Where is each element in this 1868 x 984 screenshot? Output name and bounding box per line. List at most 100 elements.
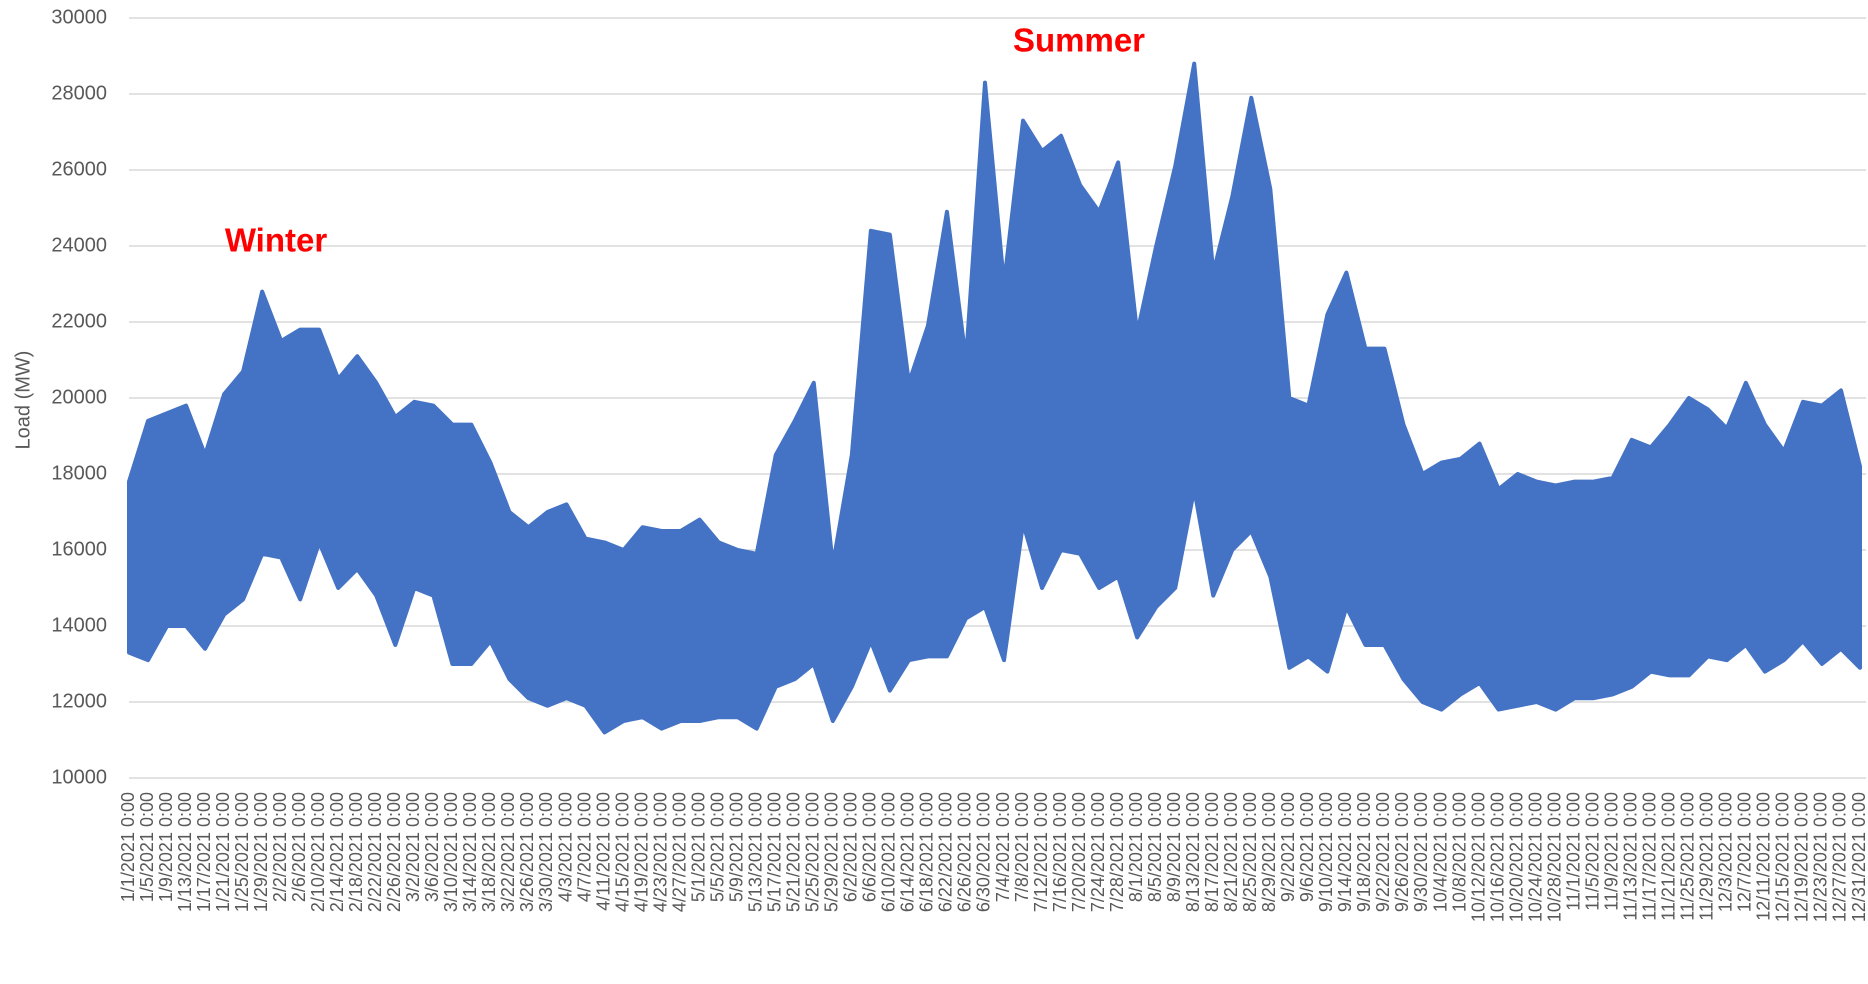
x-tick-label: 1/25/2021 0:00 (232, 792, 252, 912)
x-tick-label: 7/24/2021 0:00 (1088, 792, 1108, 912)
y-tick-label: 14000 (51, 614, 107, 636)
x-tick-label: 6/6/2021 0:00 (860, 792, 880, 902)
x-tick-label: 9/26/2021 0:00 (1392, 792, 1412, 912)
x-tick-label: 1/17/2021 0:00 (194, 792, 214, 912)
x-tick-label: 3/2/2021 0:00 (403, 792, 423, 902)
x-tick-label: 7/8/2021 0:00 (1012, 792, 1032, 902)
x-tick-label: 6/10/2021 0:00 (879, 792, 899, 912)
y-tick-label: 18000 (51, 462, 107, 484)
x-tick-label: 6/18/2021 0:00 (917, 792, 937, 912)
x-tick-label: 2/18/2021 0:00 (346, 792, 366, 912)
x-tick-label: 3/6/2021 0:00 (422, 792, 442, 902)
x-tick-label: 11/5/2021 0:00 (1582, 792, 1602, 911)
x-tick-label: 11/13/2021 0:00 (1620, 792, 1640, 921)
x-tick-label: 5/1/2021 0:00 (688, 792, 708, 902)
x-tick-label: 4/27/2021 0:00 (669, 792, 689, 912)
x-tick-label: 12/31/2021 0:00 (1849, 792, 1868, 922)
x-tick-label: 11/29/2021 0:00 (1697, 792, 1717, 921)
x-tick-label: 6/2/2021 0:00 (841, 792, 861, 902)
x-tick-label: 2/22/2021 0:00 (365, 792, 385, 912)
x-tick-label: 8/21/2021 0:00 (1221, 792, 1241, 912)
x-tick-label: 2/2/2021 0:00 (270, 792, 290, 902)
x-tick-label: 11/25/2021 0:00 (1678, 792, 1698, 921)
x-tick-label: 2/6/2021 0:00 (289, 792, 309, 902)
x-tick-label: 10/12/2021 0:00 (1468, 792, 1488, 922)
x-tick-label: 9/22/2021 0:00 (1373, 792, 1393, 912)
x-tick-label: 9/18/2021 0:00 (1354, 792, 1374, 912)
x-tick-label: 1/13/2021 0:00 (175, 792, 195, 912)
y-tick-label: 26000 (51, 158, 107, 180)
x-tick-label: 1/9/2021 0:00 (156, 792, 176, 902)
x-tick-label: 12/23/2021 0:00 (1811, 792, 1831, 922)
x-tick-label: 5/29/2021 0:00 (822, 792, 842, 912)
x-tick-label: 5/21/2021 0:00 (784, 792, 804, 912)
y-tick-label: 10000 (51, 766, 107, 788)
x-tick-label: 1/5/2021 0:00 (137, 792, 157, 902)
x-tick-label: 10/24/2021 0:00 (1525, 792, 1545, 922)
x-tick-label: 12/15/2021 0:00 (1773, 792, 1793, 922)
y-tick-label: 12000 (51, 690, 107, 712)
annotation: Summer (1013, 22, 1145, 59)
y-tick-label: 24000 (51, 234, 107, 256)
x-tick-label: 3/14/2021 0:00 (460, 792, 480, 912)
y-tick-label: 22000 (51, 310, 107, 332)
x-tick-label: 4/15/2021 0:00 (612, 792, 632, 912)
x-tick-label: 5/9/2021 0:00 (726, 792, 746, 902)
x-tick-label: 2/10/2021 0:00 (308, 792, 328, 912)
x-tick-label: 12/11/2021 0:00 (1754, 792, 1774, 921)
x-tick-label: 12/3/2021 0:00 (1716, 792, 1736, 912)
y-tick-label: 28000 (51, 82, 107, 104)
annotation: Winter (225, 222, 328, 259)
x-tick-label: 6/14/2021 0:00 (898, 792, 918, 912)
x-tick-label: 6/30/2021 0:00 (974, 792, 994, 912)
x-tick-label: 5/5/2021 0:00 (707, 792, 727, 902)
x-tick-label: 6/26/2021 0:00 (955, 792, 975, 912)
x-tick-label: 9/2/2021 0:00 (1278, 792, 1298, 902)
y-tick-label: 16000 (51, 538, 107, 560)
x-tick-label: 4/7/2021 0:00 (574, 792, 594, 902)
x-tick-label: 3/30/2021 0:00 (536, 792, 556, 912)
x-tick-label: 7/28/2021 0:00 (1107, 792, 1127, 912)
x-tick-label: 5/17/2021 0:00 (764, 792, 784, 912)
load-band (127, 61, 1862, 735)
x-tick-label: 8/9/2021 0:00 (1164, 792, 1184, 902)
x-tick-label: 6/22/2021 0:00 (936, 792, 956, 912)
x-tick-label: 3/18/2021 0:00 (479, 792, 499, 912)
x-tick-label: 9/6/2021 0:00 (1297, 792, 1317, 902)
x-tick-label: 10/8/2021 0:00 (1449, 792, 1469, 912)
x-tick-label: 8/5/2021 0:00 (1145, 792, 1165, 902)
x-tick-label: 5/13/2021 0:00 (745, 792, 765, 912)
x-tick-label: 7/12/2021 0:00 (1031, 792, 1051, 912)
x-tick-label: 2/26/2021 0:00 (384, 792, 404, 912)
x-tick-label: 8/29/2021 0:00 (1259, 792, 1279, 912)
x-tick-label: 11/1/2021 0:00 (1563, 792, 1583, 911)
x-tick-label: 11/17/2021 0:00 (1640, 792, 1660, 921)
x-tick-label: 10/4/2021 0:00 (1430, 792, 1450, 912)
y-tick-label: 30000 (51, 6, 107, 28)
y-axis-label: Load (MW) (12, 351, 34, 450)
x-tick-label: 8/17/2021 0:00 (1202, 792, 1222, 912)
x-tick-label: 8/1/2021 0:00 (1126, 792, 1146, 902)
x-tick-label: 10/28/2021 0:00 (1544, 792, 1564, 922)
x-tick-label: 10/16/2021 0:00 (1487, 792, 1507, 922)
x-tick-label: 2/14/2021 0:00 (327, 792, 347, 912)
x-tick-label: 1/29/2021 0:00 (251, 792, 271, 912)
x-tick-label: 12/27/2021 0:00 (1830, 792, 1850, 922)
x-tick-label: 3/10/2021 0:00 (441, 792, 461, 912)
x-tick-label: 12/19/2021 0:00 (1792, 792, 1812, 922)
y-tick-label: 20000 (51, 386, 107, 408)
x-tick-label: 3/22/2021 0:00 (498, 792, 518, 912)
x-tick-label: 9/10/2021 0:00 (1316, 792, 1336, 912)
x-tick-label: 4/19/2021 0:00 (631, 792, 651, 912)
x-tick-label: 11/9/2021 0:00 (1601, 792, 1621, 911)
x-tick-label: 9/14/2021 0:00 (1335, 792, 1355, 912)
x-tick-label: 3/26/2021 0:00 (517, 792, 537, 912)
x-tick-label: 10/20/2021 0:00 (1506, 792, 1526, 922)
x-tick-label: 8/25/2021 0:00 (1240, 792, 1260, 912)
x-tick-label: 9/30/2021 0:00 (1411, 792, 1431, 912)
x-tick-label: 4/3/2021 0:00 (555, 792, 575, 902)
x-tick-label: 1/1/2021 0:00 (118, 792, 138, 902)
x-tick-label: 12/7/2021 0:00 (1735, 792, 1755, 912)
